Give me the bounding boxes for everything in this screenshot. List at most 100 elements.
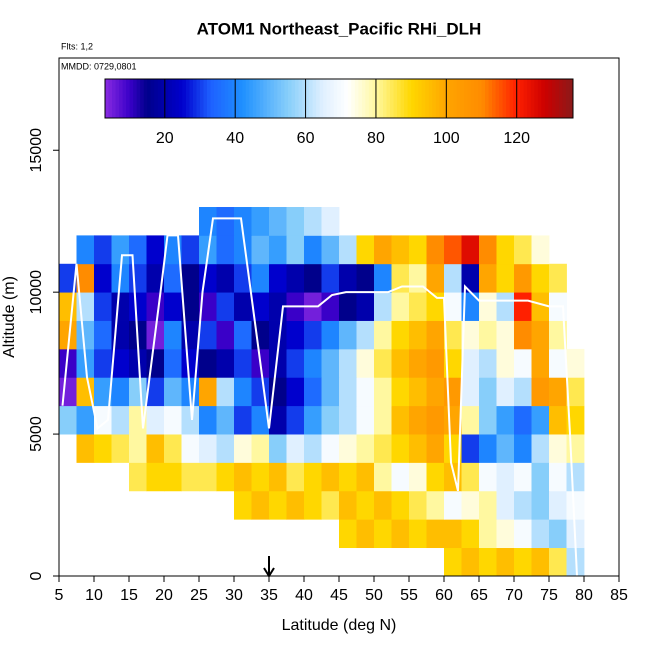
heat-cell bbox=[321, 348, 340, 378]
heat-cell bbox=[216, 235, 235, 265]
heat-cell bbox=[391, 320, 410, 350]
heat-cell bbox=[566, 377, 585, 407]
colorbar-swatch bbox=[171, 79, 176, 118]
heat-cell bbox=[496, 292, 515, 321]
heat-cell bbox=[321, 405, 340, 435]
colorbar-swatch bbox=[333, 79, 338, 118]
heat-cell bbox=[426, 320, 445, 350]
heat-cell bbox=[549, 547, 567, 577]
heat-cell bbox=[549, 490, 567, 520]
colorbar-swatch bbox=[228, 79, 233, 118]
heat-cell bbox=[199, 292, 217, 321]
heat-cell bbox=[286, 405, 305, 435]
colorbar-swatch bbox=[569, 79, 574, 118]
heat-cell bbox=[181, 462, 200, 492]
heat-cell bbox=[426, 235, 445, 265]
colorbar-swatch bbox=[259, 79, 264, 118]
heat-cell bbox=[391, 434, 410, 463]
heat-cell bbox=[76, 235, 95, 265]
heat-cell bbox=[444, 292, 462, 321]
colorbar-swatch bbox=[182, 79, 187, 118]
heat-cell bbox=[461, 235, 480, 265]
colorbar-swatch bbox=[418, 79, 423, 118]
heat-cell bbox=[444, 348, 462, 378]
heat-cell bbox=[409, 320, 427, 350]
colorbar-swatch bbox=[358, 79, 363, 118]
heat-cell bbox=[269, 263, 287, 293]
heat-cell bbox=[199, 263, 217, 293]
colorbar-swatch bbox=[277, 79, 282, 118]
colorbar-swatch bbox=[386, 79, 391, 118]
heat-cell bbox=[76, 434, 95, 463]
heat-cell bbox=[251, 377, 270, 407]
colorbar-swatch bbox=[425, 79, 430, 118]
heat-cell bbox=[129, 348, 147, 378]
heat-cell bbox=[426, 292, 445, 321]
heat-cell bbox=[496, 462, 515, 492]
colorbar-swatch bbox=[112, 79, 117, 118]
heat-cell bbox=[444, 490, 462, 520]
colorbar-swatch bbox=[126, 79, 131, 118]
heat-cell bbox=[391, 377, 410, 407]
dates-note: MMDD: 0729,0801 bbox=[61, 61, 137, 71]
heat-cell bbox=[356, 377, 375, 407]
heat-cell bbox=[94, 263, 112, 293]
y-tick-label: 15000 bbox=[28, 128, 45, 173]
heat-cell bbox=[181, 405, 200, 435]
colorbar-swatch bbox=[143, 79, 148, 118]
colorbar-swatch bbox=[485, 79, 490, 118]
heat-cell bbox=[374, 292, 392, 321]
heat-cell bbox=[391, 235, 410, 265]
heat-cell bbox=[496, 490, 515, 520]
heat-cell bbox=[339, 263, 357, 293]
colorbar-swatch bbox=[242, 79, 247, 118]
heat-cell bbox=[479, 263, 497, 293]
heat-cell bbox=[321, 434, 340, 463]
colorbar-swatch bbox=[344, 79, 349, 118]
heat-cell bbox=[321, 235, 340, 265]
colorbar-swatch bbox=[129, 79, 134, 118]
x-tick-label: 45 bbox=[330, 587, 348, 604]
heat-cell bbox=[444, 434, 462, 463]
heat-cell bbox=[269, 405, 287, 435]
colorbar-swatch bbox=[295, 79, 300, 118]
colorbar-swatch bbox=[273, 79, 278, 118]
colorbar-swatch bbox=[379, 79, 384, 118]
heat-cell bbox=[374, 320, 392, 350]
heat-cell bbox=[566, 434, 585, 463]
y-tick-label: 0 bbox=[28, 571, 45, 580]
heat-cell bbox=[234, 235, 252, 265]
heat-cell bbox=[426, 348, 445, 378]
colorbar-swatch bbox=[368, 79, 373, 118]
heat-cell bbox=[286, 462, 305, 492]
colorbar-swatch bbox=[527, 79, 532, 118]
colorbar-swatch bbox=[460, 79, 465, 118]
colorbar-tick-label: 20 bbox=[156, 130, 174, 147]
colorbar-swatch bbox=[108, 79, 113, 118]
colorbar-swatch bbox=[305, 79, 310, 118]
heat-cell bbox=[461, 462, 480, 492]
heat-cell bbox=[339, 320, 357, 350]
heat-cell bbox=[496, 405, 515, 435]
heat-cell bbox=[409, 462, 427, 492]
heat-cell bbox=[356, 235, 375, 265]
x-tick-label: 25 bbox=[190, 587, 208, 604]
colorbar-swatch bbox=[446, 79, 451, 118]
heat-cell bbox=[304, 462, 322, 492]
colorbar-swatch bbox=[147, 79, 152, 118]
colorbar-swatch bbox=[390, 79, 395, 118]
colorbar-swatch bbox=[456, 79, 461, 118]
x-tick-label: 20 bbox=[155, 587, 173, 604]
heat-cell bbox=[321, 462, 340, 492]
heat-cell bbox=[409, 348, 427, 378]
colorbar-swatch bbox=[319, 79, 324, 118]
heat-cell bbox=[461, 519, 480, 549]
heat-cell bbox=[531, 377, 550, 407]
colorbar-swatch bbox=[428, 79, 433, 118]
colorbar-swatch bbox=[375, 79, 380, 118]
heat-cell bbox=[251, 320, 270, 350]
heat-cell bbox=[496, 519, 515, 549]
heat-cell bbox=[269, 490, 287, 520]
colorbar-swatch bbox=[432, 79, 437, 118]
